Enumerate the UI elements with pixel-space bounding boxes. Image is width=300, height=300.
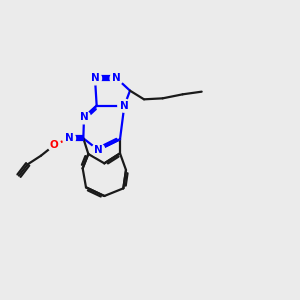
Text: O: O [50, 140, 59, 150]
Text: N: N [91, 73, 99, 83]
Text: N: N [64, 133, 74, 143]
Circle shape [92, 143, 105, 157]
Circle shape [118, 99, 131, 112]
Circle shape [48, 139, 61, 152]
Text: N: N [94, 145, 103, 155]
Text: N: N [112, 73, 121, 83]
Text: N: N [80, 112, 88, 122]
Circle shape [110, 72, 123, 85]
Text: N: N [120, 101, 129, 111]
Circle shape [88, 72, 101, 85]
Circle shape [62, 132, 76, 145]
Circle shape [77, 111, 91, 124]
